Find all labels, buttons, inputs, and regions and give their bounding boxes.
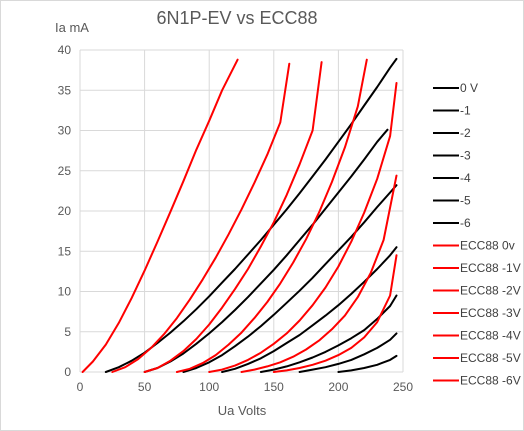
series-line — [104, 57, 398, 373]
series-line — [143, 61, 323, 373]
legend-label: 0 V — [460, 81, 478, 95]
legend-label: -3 — [460, 149, 471, 163]
legend-label: ECC88 -5V — [460, 351, 521, 365]
series-line — [221, 246, 398, 373]
chart-title: 6N1P-EV vs ECC88 — [156, 8, 317, 28]
tick-labels: 0 5 10 15 20 25 30 35 40 0 50 100 150 200 250 — [58, 43, 414, 394]
y-tick-label: 25 — [58, 164, 72, 178]
x-tick-label: 50 — [138, 380, 152, 394]
legend-label: -2 — [460, 126, 471, 140]
x-tick-label: 0 — [77, 380, 84, 394]
series-line — [337, 354, 398, 373]
y-tick-label: 10 — [58, 285, 72, 299]
series-line — [208, 82, 398, 373]
y-tick-label: 30 — [58, 124, 72, 138]
legend-label: ECC88 0v — [460, 239, 515, 253]
legend-label: ECC88 -4V — [460, 329, 521, 343]
series-line — [143, 128, 389, 373]
series-line — [272, 254, 398, 373]
legend-label: ECC88 -1V — [460, 261, 521, 275]
x-tick-label: 200 — [328, 380, 348, 394]
y-tick-label: 20 — [58, 204, 72, 218]
series-line — [240, 174, 398, 373]
legend-label: ECC88 -2V — [460, 284, 521, 298]
legend-label: -1 — [460, 104, 471, 118]
legend: 0 V -1 -2 -3 -4 -5 -6 ECC88 0v ECC88 -1V ECC88 -2… — [433, 81, 521, 388]
y-tick-label: 40 — [58, 43, 72, 57]
x-tick-label: 250 — [393, 380, 413, 394]
x-tick-label: 100 — [199, 380, 219, 394]
series-line — [298, 332, 398, 373]
legend-label: ECC88 -3V — [460, 306, 521, 320]
y-axis-title: Ia mA — [55, 20, 89, 35]
x-tick-label: 150 — [264, 380, 284, 394]
legend-label: ECC88 -6V — [460, 374, 521, 388]
series-line — [111, 62, 291, 373]
series-line — [81, 58, 239, 373]
series-line — [175, 58, 368, 373]
legend-label: -6 — [460, 216, 471, 230]
y-tick-label: 0 — [64, 365, 71, 379]
series-line — [182, 184, 398, 373]
legend-label: -5 — [460, 194, 471, 208]
y-tick-label: 15 — [58, 244, 72, 258]
y-tick-label: 35 — [58, 83, 72, 97]
y-tick-label: 5 — [64, 325, 71, 339]
legend-label: -4 — [460, 171, 471, 185]
x-axis-title: Ua Volts — [218, 403, 267, 418]
plot-area — [81, 57, 398, 373]
